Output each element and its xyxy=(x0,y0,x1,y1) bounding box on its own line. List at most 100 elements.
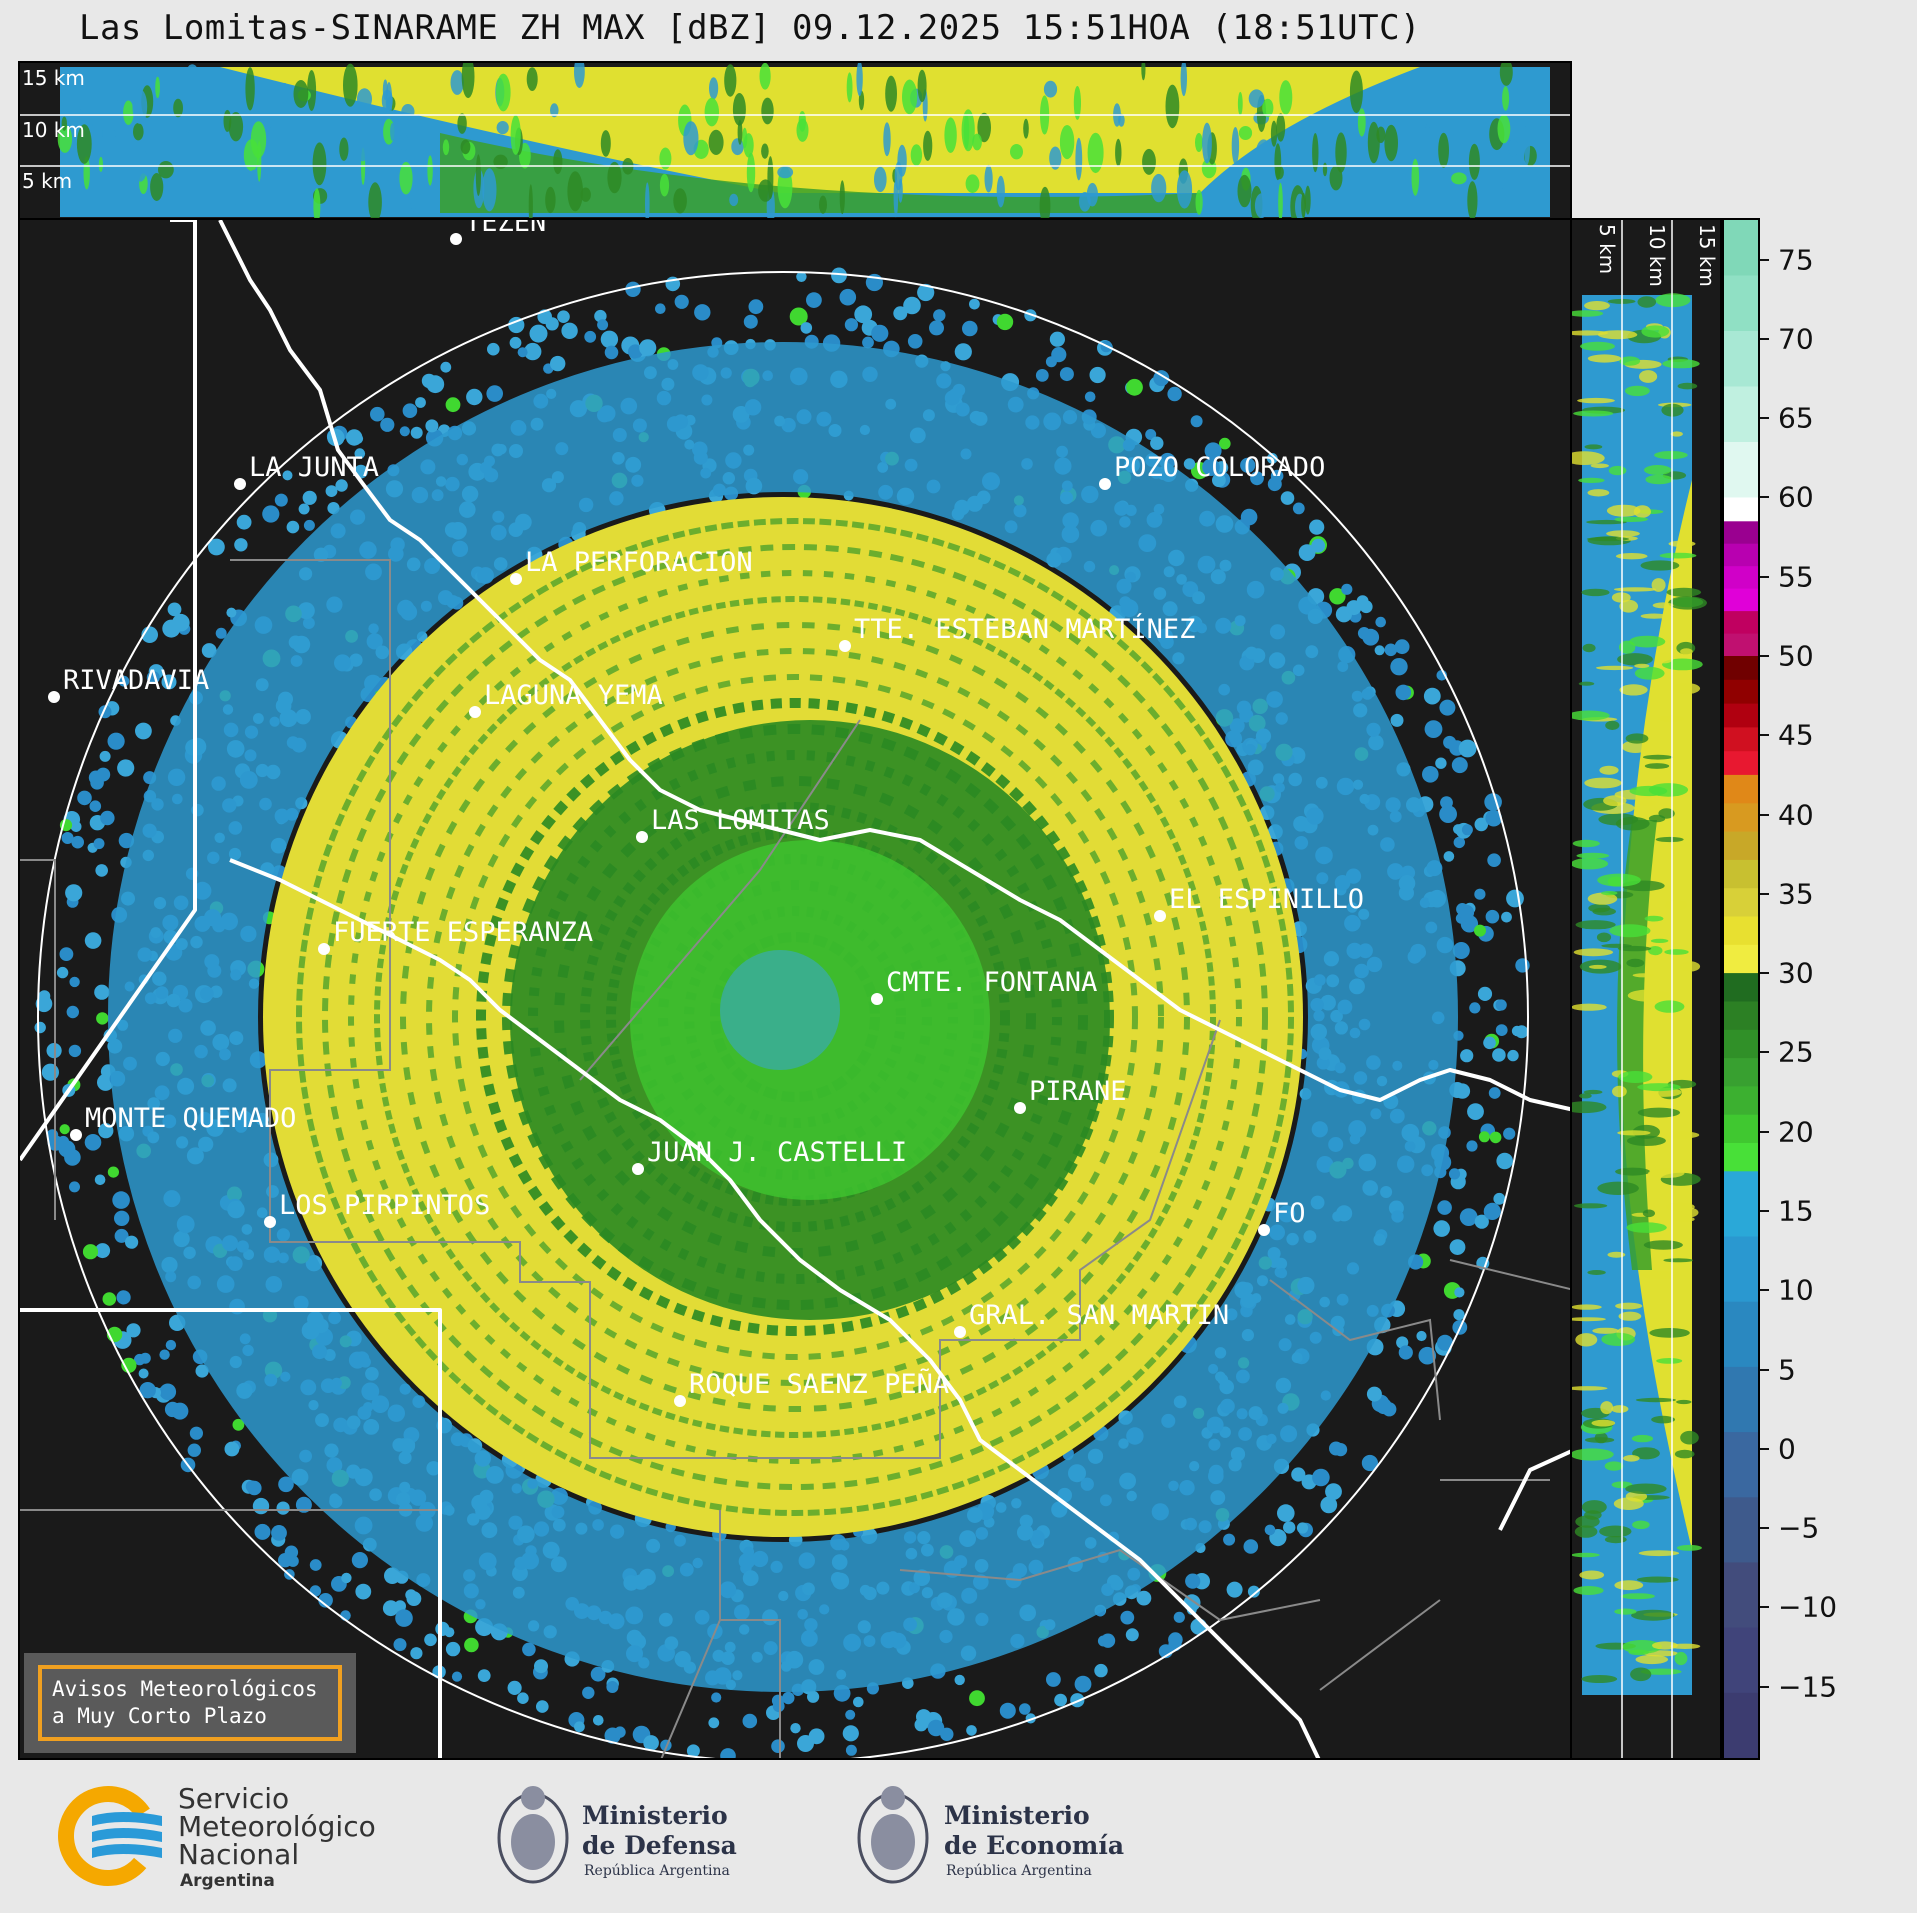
place-marker[interactable]: LA JUNTA xyxy=(234,452,379,490)
place-dot-icon xyxy=(1014,1102,1026,1114)
colorbar-tick-label: 10 xyxy=(1778,1273,1814,1307)
colorbar-tick-label: 70 xyxy=(1778,322,1814,356)
echo-cell xyxy=(71,835,84,849)
echo-cell xyxy=(189,1426,203,1440)
echo-cell xyxy=(1223,1533,1236,1546)
echo-cell xyxy=(528,184,533,218)
echo-cell xyxy=(853,1696,864,1708)
radar-map-panel[interactable]: TEZÉN LA JUNTA POZO COLORADO LA PERFORACION… xyxy=(18,218,1572,1760)
smn-logo: Servicio Meteorológico Nacional Argentin… xyxy=(58,1782,376,1891)
echo-cell xyxy=(395,1609,413,1627)
echo-cell xyxy=(862,336,874,349)
echo-cell xyxy=(1074,1675,1092,1693)
radar-map-svg[interactable]: TEZÉN LA JUNTA POZO COLORADO LA PERFORACION… xyxy=(20,220,1572,1760)
echo-cell xyxy=(1515,1025,1529,1039)
echo-cell xyxy=(57,1135,70,1148)
place-dot-icon xyxy=(318,943,330,955)
echo-cell xyxy=(1454,1287,1465,1298)
echo-cell xyxy=(286,520,300,534)
echo-cell xyxy=(185,64,200,87)
place-marker[interactable]: TEZÉN xyxy=(450,220,546,245)
place-label: LOS PIRPINTOS xyxy=(279,1190,490,1221)
echo-cell xyxy=(729,193,739,207)
place-marker[interactable]: LAS LOMITAS xyxy=(636,805,830,843)
top-label-10km: 10 km xyxy=(22,118,85,142)
place-marker[interactable]: TTE. ESTEBAN MARTÍNEZ xyxy=(839,613,1195,652)
colorbar-swatch xyxy=(1724,521,1758,545)
colorbar-tick-mark xyxy=(1760,1685,1769,1688)
place-marker[interactable]: LOS PIRPINTOS xyxy=(264,1190,490,1228)
echo-cell xyxy=(742,1713,758,1729)
echo-cell xyxy=(1346,600,1362,616)
echo-cell xyxy=(1572,710,1610,721)
place-marker[interactable]: FUERTE ESPERANZA xyxy=(318,917,593,955)
echo-cell xyxy=(1469,1002,1481,1014)
place-marker[interactable]: LAGUNA YEMA xyxy=(469,680,663,718)
right-label-10km: 10 km xyxy=(1645,224,1669,287)
echo-cell xyxy=(90,120,103,148)
echo-cell xyxy=(1644,915,1664,922)
economia-shield-inner xyxy=(871,1814,915,1870)
place-marker[interactable]: ROQUE SAENZ PEÑA xyxy=(674,1368,949,1407)
echo-cell xyxy=(1655,652,1674,664)
echo-cell xyxy=(1470,103,1485,132)
echo-cell xyxy=(1202,122,1212,164)
echo-cell xyxy=(1612,1085,1627,1098)
echo-cell xyxy=(772,1700,785,1713)
echo-cell xyxy=(95,864,108,877)
echo-cell xyxy=(112,1191,130,1209)
colorbar-tick-mark xyxy=(1760,575,1769,578)
place-markers[interactable]: TEZÉN LA JUNTA POZO COLORADO LA PERFORACION… xyxy=(48,220,1364,1407)
echo-cell xyxy=(1662,359,1700,369)
echo-cell xyxy=(996,175,1005,208)
echo-cell xyxy=(1501,911,1512,923)
echo-cell xyxy=(1296,1522,1309,1534)
place-marker[interactable]: JUAN J. CASTELLI xyxy=(632,1137,907,1175)
echo-cell xyxy=(759,63,771,90)
place-marker[interactable]: CMTE. FONTANA xyxy=(871,967,1097,1005)
echo-cell xyxy=(1394,639,1410,655)
echo-cell xyxy=(893,306,908,321)
echo-cell xyxy=(561,322,578,339)
echo-cell xyxy=(139,1382,156,1399)
place-marker[interactable]: MONTE QUEMADO xyxy=(70,1103,296,1141)
place-dot-icon xyxy=(954,1326,966,1338)
colorbar-swatch xyxy=(1724,1236,1758,1303)
echo-cell xyxy=(1238,126,1253,140)
place-marker[interactable]: EL ESPINILLO xyxy=(1154,884,1364,922)
echo-cell xyxy=(107,1166,119,1178)
place-marker[interactable]: PIRANE xyxy=(1014,1076,1127,1114)
place-marker[interactable]: LA PERFORACION xyxy=(510,547,753,585)
place-marker[interactable]: GRAL. SAN MARTIN xyxy=(954,1300,1229,1338)
echo-cell xyxy=(1451,757,1468,774)
warning-box[interactable]: Avisos Meteorológicos a Muy Corto Plazo xyxy=(24,1653,356,1753)
colorbar-tick-label: 55 xyxy=(1778,560,1814,594)
echo-cell xyxy=(1632,973,1655,978)
echo-cell xyxy=(466,388,483,406)
echo-cell xyxy=(257,140,262,182)
echo-cell xyxy=(1679,961,1701,972)
echo-cell xyxy=(1435,757,1447,769)
echo-cell xyxy=(59,1124,70,1135)
department-boundaries xyxy=(20,559,1570,1758)
place-marker[interactable]: POZO COLORADO xyxy=(1099,452,1325,490)
echo-cell xyxy=(65,884,83,902)
echo-cell xyxy=(144,124,157,157)
defensa-line3: República Argentina xyxy=(584,1863,730,1879)
echo-cell xyxy=(118,675,130,687)
echo-cell xyxy=(1625,733,1649,744)
echo-cell xyxy=(224,1441,240,1457)
province-line-southwest xyxy=(20,1308,442,1758)
echo-cell xyxy=(1657,715,1685,722)
echo-cell xyxy=(309,1559,322,1571)
place-marker[interactable]: RIVADAVIA xyxy=(48,665,209,703)
place-marker[interactable]: FO xyxy=(1258,1198,1306,1236)
defensa-line1: Ministerio xyxy=(582,1801,728,1830)
echo-cell xyxy=(208,538,225,556)
echo-cell xyxy=(1613,587,1657,592)
echo-cell xyxy=(1423,687,1441,705)
colorbar-swatch xyxy=(1724,888,1758,918)
echo-cell xyxy=(1195,133,1203,152)
echo-cell xyxy=(1437,1334,1453,1351)
echo-cell xyxy=(1656,1358,1683,1364)
